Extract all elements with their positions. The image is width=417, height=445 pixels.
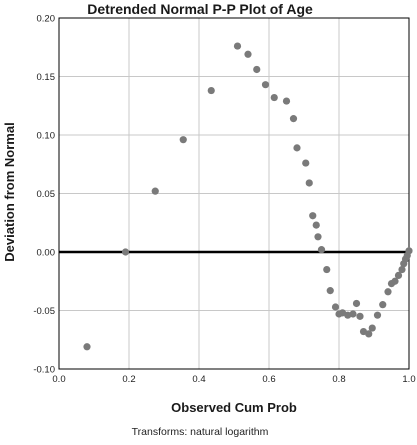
data-point bbox=[391, 277, 399, 285]
y-tick-label: -0.05 bbox=[33, 306, 55, 317]
y-axis-title: Deviation from Normal bbox=[2, 122, 17, 261]
data-point bbox=[352, 299, 361, 308]
data-point bbox=[305, 179, 313, 187]
y-tick-label: 0.05 bbox=[37, 189, 56, 200]
x-axis-title: Observed Cum Prob bbox=[171, 400, 297, 415]
y-tick-label: 0.15 bbox=[37, 72, 56, 83]
data-point bbox=[349, 310, 357, 318]
data-point bbox=[261, 81, 270, 89]
chart-title: Detrended Normal P-P Plot of Age bbox=[87, 1, 313, 17]
x-tick-label: 0.6 bbox=[262, 374, 275, 385]
data-point bbox=[233, 42, 242, 50]
data-point bbox=[326, 287, 334, 295]
data-point bbox=[373, 311, 382, 319]
plot-frame bbox=[58, 17, 410, 370]
data-point bbox=[207, 86, 215, 95]
data-point bbox=[405, 247, 413, 255]
data-point bbox=[317, 246, 326, 254]
data-point bbox=[365, 330, 373, 338]
x-tick-label: 1.0 bbox=[402, 374, 415, 385]
data-point bbox=[384, 288, 392, 296]
data-point bbox=[309, 212, 317, 220]
data-point bbox=[293, 144, 301, 152]
data-point bbox=[282, 97, 291, 105]
data-point bbox=[356, 312, 364, 320]
data-point bbox=[289, 115, 298, 123]
x-tick-label: 0.0 bbox=[52, 374, 65, 385]
x-tick-label: 0.8 bbox=[332, 374, 345, 385]
x-tick-label: 0.2 bbox=[122, 374, 135, 385]
data-point bbox=[331, 303, 340, 311]
data-point bbox=[379, 301, 387, 309]
points-layer bbox=[83, 42, 413, 351]
data-point bbox=[179, 136, 187, 144]
data-point bbox=[323, 265, 331, 274]
data-point bbox=[398, 265, 406, 274]
transform-footnote: Transforms: natural logarithm bbox=[132, 426, 269, 438]
data-point bbox=[151, 187, 159, 195]
data-point bbox=[244, 50, 252, 58]
x-tick-label: 0.4 bbox=[192, 374, 205, 385]
y-tick-label: 0.00 bbox=[37, 248, 56, 259]
data-point bbox=[83, 343, 91, 351]
plot-border bbox=[58, 17, 410, 370]
data-point bbox=[302, 159, 310, 167]
y-tick-label: 0.20 bbox=[37, 14, 56, 25]
y-tick-labels: -0.10 -0.05 0.00 0.05 0.10 0.15 0.20 bbox=[33, 14, 55, 376]
data-point bbox=[270, 93, 278, 102]
data-point bbox=[314, 233, 322, 241]
data-point bbox=[312, 221, 320, 229]
y-tick-label: -0.10 bbox=[33, 365, 55, 376]
y-tick-label: 0.10 bbox=[37, 131, 56, 142]
data-point bbox=[394, 271, 403, 279]
data-point bbox=[368, 324, 376, 332]
data-point bbox=[121, 248, 130, 256]
data-point bbox=[253, 65, 261, 74]
x-tick-labels: 0.0 0.2 0.4 0.6 0.8 1.0 bbox=[52, 374, 415, 385]
